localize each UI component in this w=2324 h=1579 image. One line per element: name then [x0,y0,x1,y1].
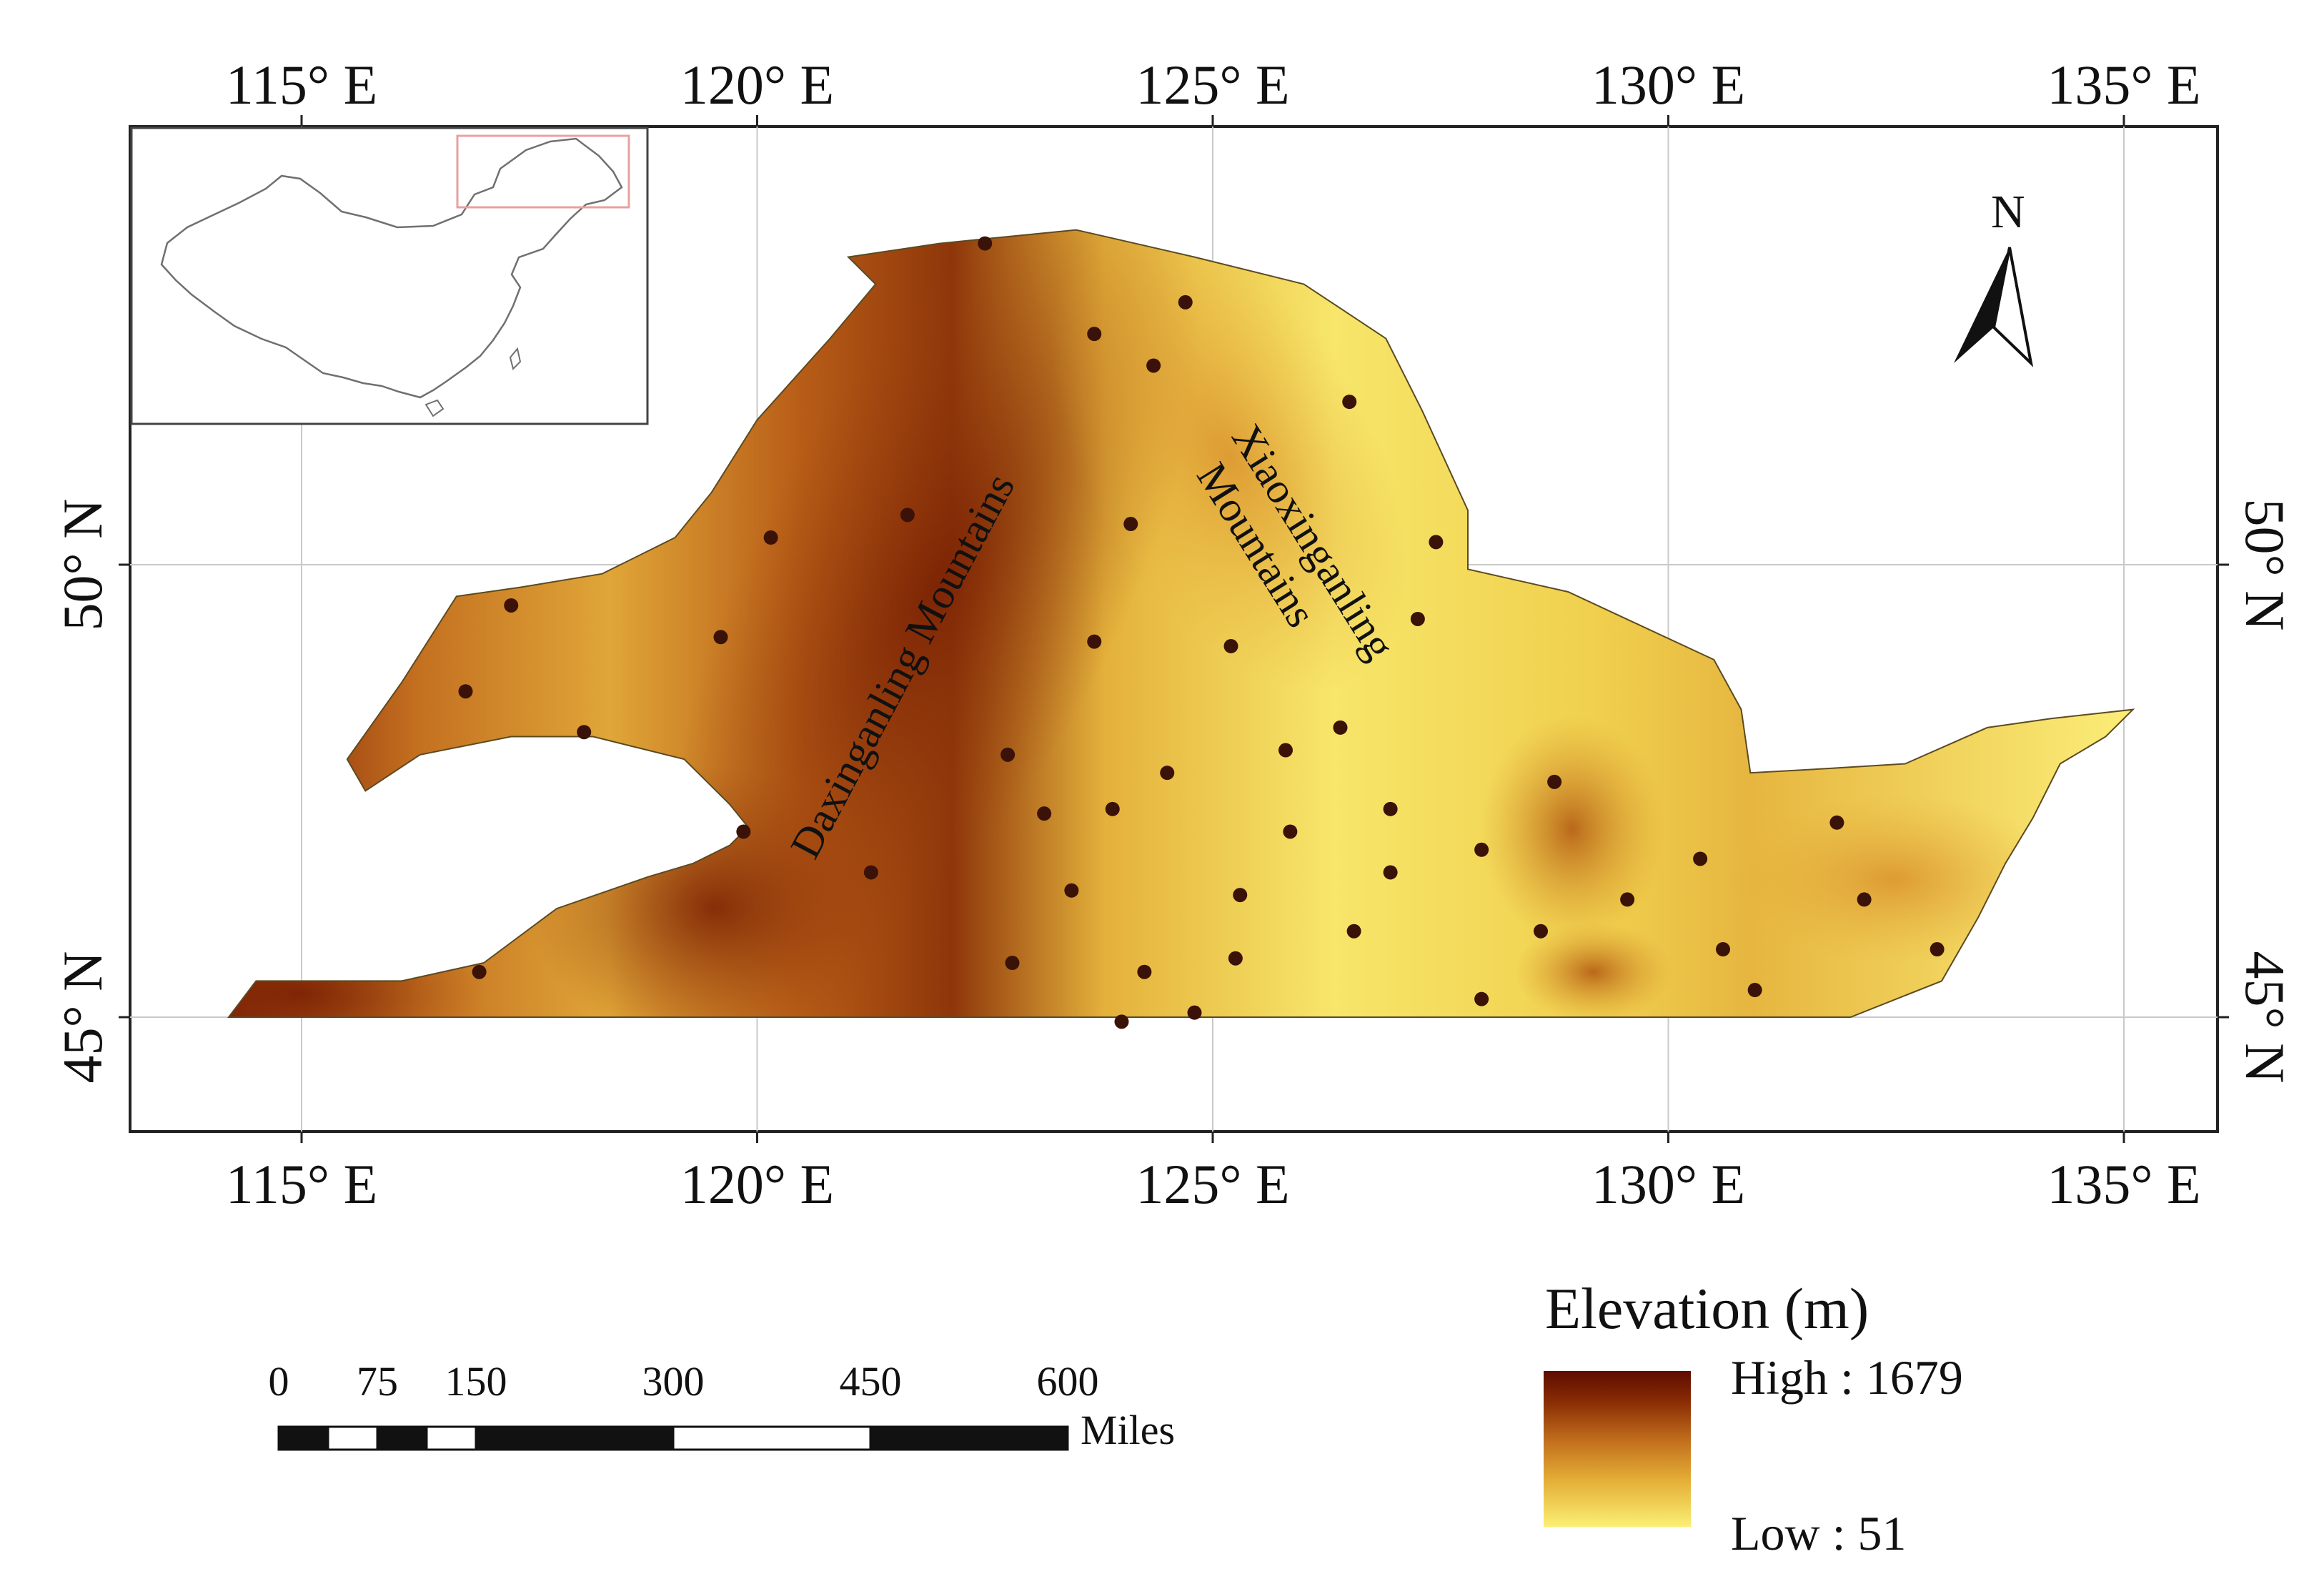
lon-label-top: 130° E [1591,54,1745,116]
station-point [863,865,878,880]
station-point [1278,743,1293,758]
north-label: N [1991,186,2025,238]
lon-label-bottom: 135° E [2047,1153,2200,1215]
lon-label-top: 115° E [226,54,377,116]
station-point [1930,942,1945,957]
scale-bar-segment [475,1425,675,1451]
station-point [1333,720,1348,735]
station-point [1178,294,1193,310]
station-point [1534,924,1548,939]
lon-label-top: 135° E [2047,54,2200,116]
scale-bar-segment [376,1425,428,1451]
station-point [1064,883,1079,898]
station-point [1410,611,1425,626]
lon-label-top: 120° E [680,54,834,116]
taiwan-outline [509,347,522,370]
station-point [763,530,778,545]
inset-study-area-box [456,134,630,209]
station-point [472,964,487,979]
station-point [1123,517,1138,532]
station-point [900,508,915,523]
legend-high-label: High : 1679 [1731,1350,1963,1405]
station-point [1474,842,1489,857]
elevation-legend: Elevation (m) High : 1679 Low : 51 [1544,1276,1963,1560]
station-point [577,725,592,740]
scale-bar-segment [425,1425,477,1451]
lon-label-top: 125° E [1136,54,1289,116]
lat-label-right: 50° N [2234,498,2296,630]
station-point [736,824,751,839]
station-point [1829,815,1844,830]
legend-low-label: Low : 51 [1731,1506,1907,1560]
inset-map [130,127,649,425]
north-arrow-light-half [1992,247,2034,367]
station-point [1716,942,1730,957]
xiaoxinganling-ridge [1051,229,1408,692]
china-outline [160,137,623,399]
lon-label-bottom: 130° E [1591,1153,1745,1215]
scale-bar-label: 300 [642,1358,705,1405]
scale-bar-segment [672,1425,872,1451]
station-point [1105,801,1120,816]
station-point [1146,358,1161,373]
study-region-boundary [227,229,2135,1018]
lon-label-bottom: 115° E [226,1153,377,1215]
station-point [1005,956,1020,971]
scale-bar-segment [277,1425,329,1451]
north-arrow: N [1954,186,2034,367]
north-arrow-dark-half [1954,247,2010,363]
station-point [1223,638,1238,653]
station-point [1342,395,1357,410]
scale-bar-label: 75 [357,1358,398,1405]
lat-label-left: 45° N [51,951,114,1083]
station-point [1747,983,1762,998]
legend-title: Elevation (m) [1545,1276,1869,1341]
station-point [713,630,728,645]
station-point [504,598,519,613]
station-point [1857,892,1872,907]
legend-color-ramp [1544,1371,1691,1527]
station-point [1383,801,1398,816]
scale-bar-label: 600 [1037,1358,1099,1405]
station-point [1087,634,1102,649]
station-point [1087,327,1102,342]
station-point [1474,991,1489,1006]
station-point [1620,892,1635,907]
station-point [1283,824,1298,839]
lon-label-bottom: 125° E [1136,1153,1289,1215]
station-point [1160,766,1175,781]
station-point [458,684,473,699]
scale-bar-segment [869,1425,1069,1451]
station-point [1429,535,1444,550]
station-point [1000,747,1015,762]
scale-bar: Miles 0 75 150 300 450 600 [269,1358,1176,1453]
lat-label-left: 50° N [51,498,114,630]
station-point [978,236,993,251]
scale-bar-label: 450 [840,1358,902,1405]
lat-label-right: 45° N [2234,951,2296,1083]
station-point [1547,774,1562,789]
station-point [1233,888,1248,903]
scale-bar-label: 150 [445,1358,507,1405]
zhangguangcai-range [1479,715,1665,944]
scale-unit: Miles [1081,1407,1175,1453]
scale-bar-label: 0 [269,1358,289,1405]
station-point [1383,865,1398,880]
southeast-highland [1515,922,1672,1018]
inset-frame [130,127,649,425]
hainan-outline [424,399,445,417]
weather-stations [458,236,1945,1029]
station-point [1187,1005,1202,1020]
coordinate-ticks: 115° E 115° E 120° E 120° E 125° E 125° E 130°… [51,54,2296,1215]
station-point [1137,964,1152,979]
station-point [1346,924,1361,939]
station-point [1037,806,1052,821]
station-point [1228,951,1243,966]
lon-label-bottom: 120° E [680,1153,834,1215]
station-point [1693,851,1708,866]
station-point [1114,1014,1129,1029]
scale-bar-segment [327,1425,379,1451]
